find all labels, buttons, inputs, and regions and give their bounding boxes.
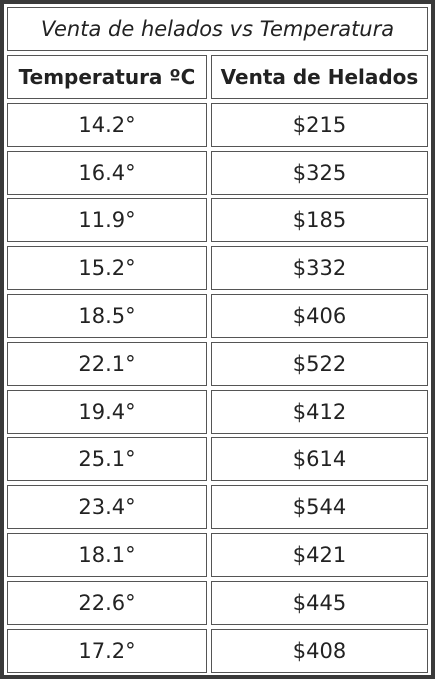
sales-cell: $421 — [211, 532, 428, 577]
sales-cell: $412 — [211, 389, 428, 434]
temperature-cell: 11.9° — [7, 198, 207, 243]
sales-cell: $408 — [211, 628, 428, 673]
sales-cell: $406 — [211, 293, 428, 338]
temperature-cell: 23.4° — [7, 485, 207, 530]
temperature-cell: 19.4° — [7, 389, 207, 434]
temperature-cell: 22.6° — [7, 580, 207, 625]
table-row: 17.2° $408 — [7, 628, 428, 677]
temperature-cell: 22.1° — [7, 341, 207, 386]
temperature-cell: 16.4° — [7, 150, 207, 195]
sales-cell: $185 — [211, 198, 428, 243]
data-table: Venta de helados vs Temperatura Temperat… — [4, 4, 431, 675]
table-row: 22.6° $445 — [7, 580, 428, 629]
sales-cell: $544 — [211, 485, 428, 530]
table-row: 18.1° $421 — [7, 532, 428, 581]
table-row: 22.1° $522 — [7, 341, 428, 390]
sales-cell: $445 — [211, 580, 428, 625]
sales-cell: $332 — [211, 246, 428, 291]
table-row: 18.5° $406 — [7, 293, 428, 342]
temperature-cell: 18.1° — [7, 532, 207, 577]
table-row: 25.1° $614 — [7, 437, 428, 485]
temperature-cell: 14.2° — [7, 102, 207, 147]
sales-cell: $325 — [211, 150, 428, 195]
table-row: 15.2° $332 — [7, 246, 428, 294]
header-ice-cream-sales: Venta de Helados — [211, 55, 428, 99]
table-row: 19.4° $412 — [7, 389, 428, 438]
table-row: 23.4° $544 — [7, 485, 428, 533]
temperature-cell: 25.1° — [7, 437, 207, 482]
temperature-cell: 18.5° — [7, 293, 207, 338]
table-row: 16.4° $325 — [7, 150, 428, 199]
header-temperature: Temperatura ºC — [7, 55, 207, 99]
table-title: Venta de helados vs Temperatura — [7, 7, 428, 51]
table-header-row: Temperatura ºC Venta de Helados — [7, 55, 428, 103]
temperature-cell: 15.2° — [7, 246, 207, 291]
table-row: 14.2° $215 — [7, 102, 428, 151]
table-row: 11.9° $185 — [7, 198, 428, 246]
sales-cell: $215 — [211, 102, 428, 147]
table-grid: Temperatura ºC Venta de Helados 14.2° $21… — [7, 55, 428, 676]
temperature-cell: 17.2° — [7, 628, 207, 673]
sales-cell: $614 — [211, 437, 428, 482]
sales-cell: $522 — [211, 341, 428, 386]
